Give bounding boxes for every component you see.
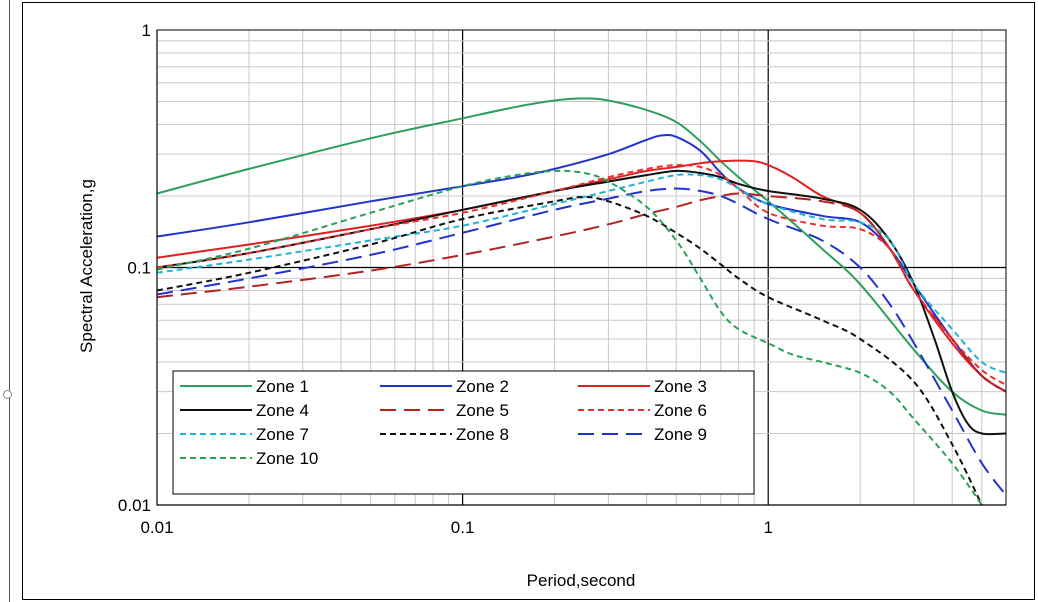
x-tick-label: 0.01 [140,518,173,537]
legend-label-zone-5: Zone 5 [456,401,509,420]
y-tick-label: 1 [142,21,151,40]
y-tick-label: 0.01 [118,496,151,515]
plot-area-border [156,29,1007,506]
legend-label-zone-6: Zone 6 [654,401,707,420]
tick-labels: 0.01 0.1 1 0.01 0.1 1 [118,21,773,537]
series-line-zone-7 [156,173,1007,374]
legend-label-zone-10: Zone 10 [256,449,318,468]
x-axis-title: Period,second [527,571,636,590]
series-lines [156,97,1007,506]
series-line-zone-1 [156,97,1007,416]
legend-box [172,370,755,495]
series-line-zone-3 [156,159,1007,393]
y-tick-label: 0.1 [127,259,151,278]
legend-label-zone-4: Zone 4 [256,401,309,420]
x-tick-label: 1 [763,518,772,537]
x-tick-label: 0.1 [451,518,475,537]
legend-label-zone-2: Zone 2 [456,377,509,396]
legend-label-zone-3: Zone 3 [654,377,707,396]
series-line-zone-10 [156,169,983,506]
left-panel-edge [0,0,14,602]
legend-label-zone-8: Zone 8 [456,425,509,444]
legend-label-zone-9: Zone 9 [654,425,707,444]
resize-handle-icon[interactable] [3,390,12,399]
series-line-zone-9 [156,187,1007,496]
legend-label-zone-7: Zone 7 [256,425,309,444]
series-line-zone-2 [156,133,1007,393]
y-axis-title: Spectral Acceleration,g [77,179,96,353]
legend-label-zone-1: Zone 1 [256,377,309,396]
panel-divider [9,0,10,602]
series-line-zone-8 [156,195,983,506]
series-line-zone-6 [156,163,1007,386]
legend: Zone 1 Zone 2 Zone 3 Zone 4 Zone 5 Zone 6 Zone… [172,370,755,495]
